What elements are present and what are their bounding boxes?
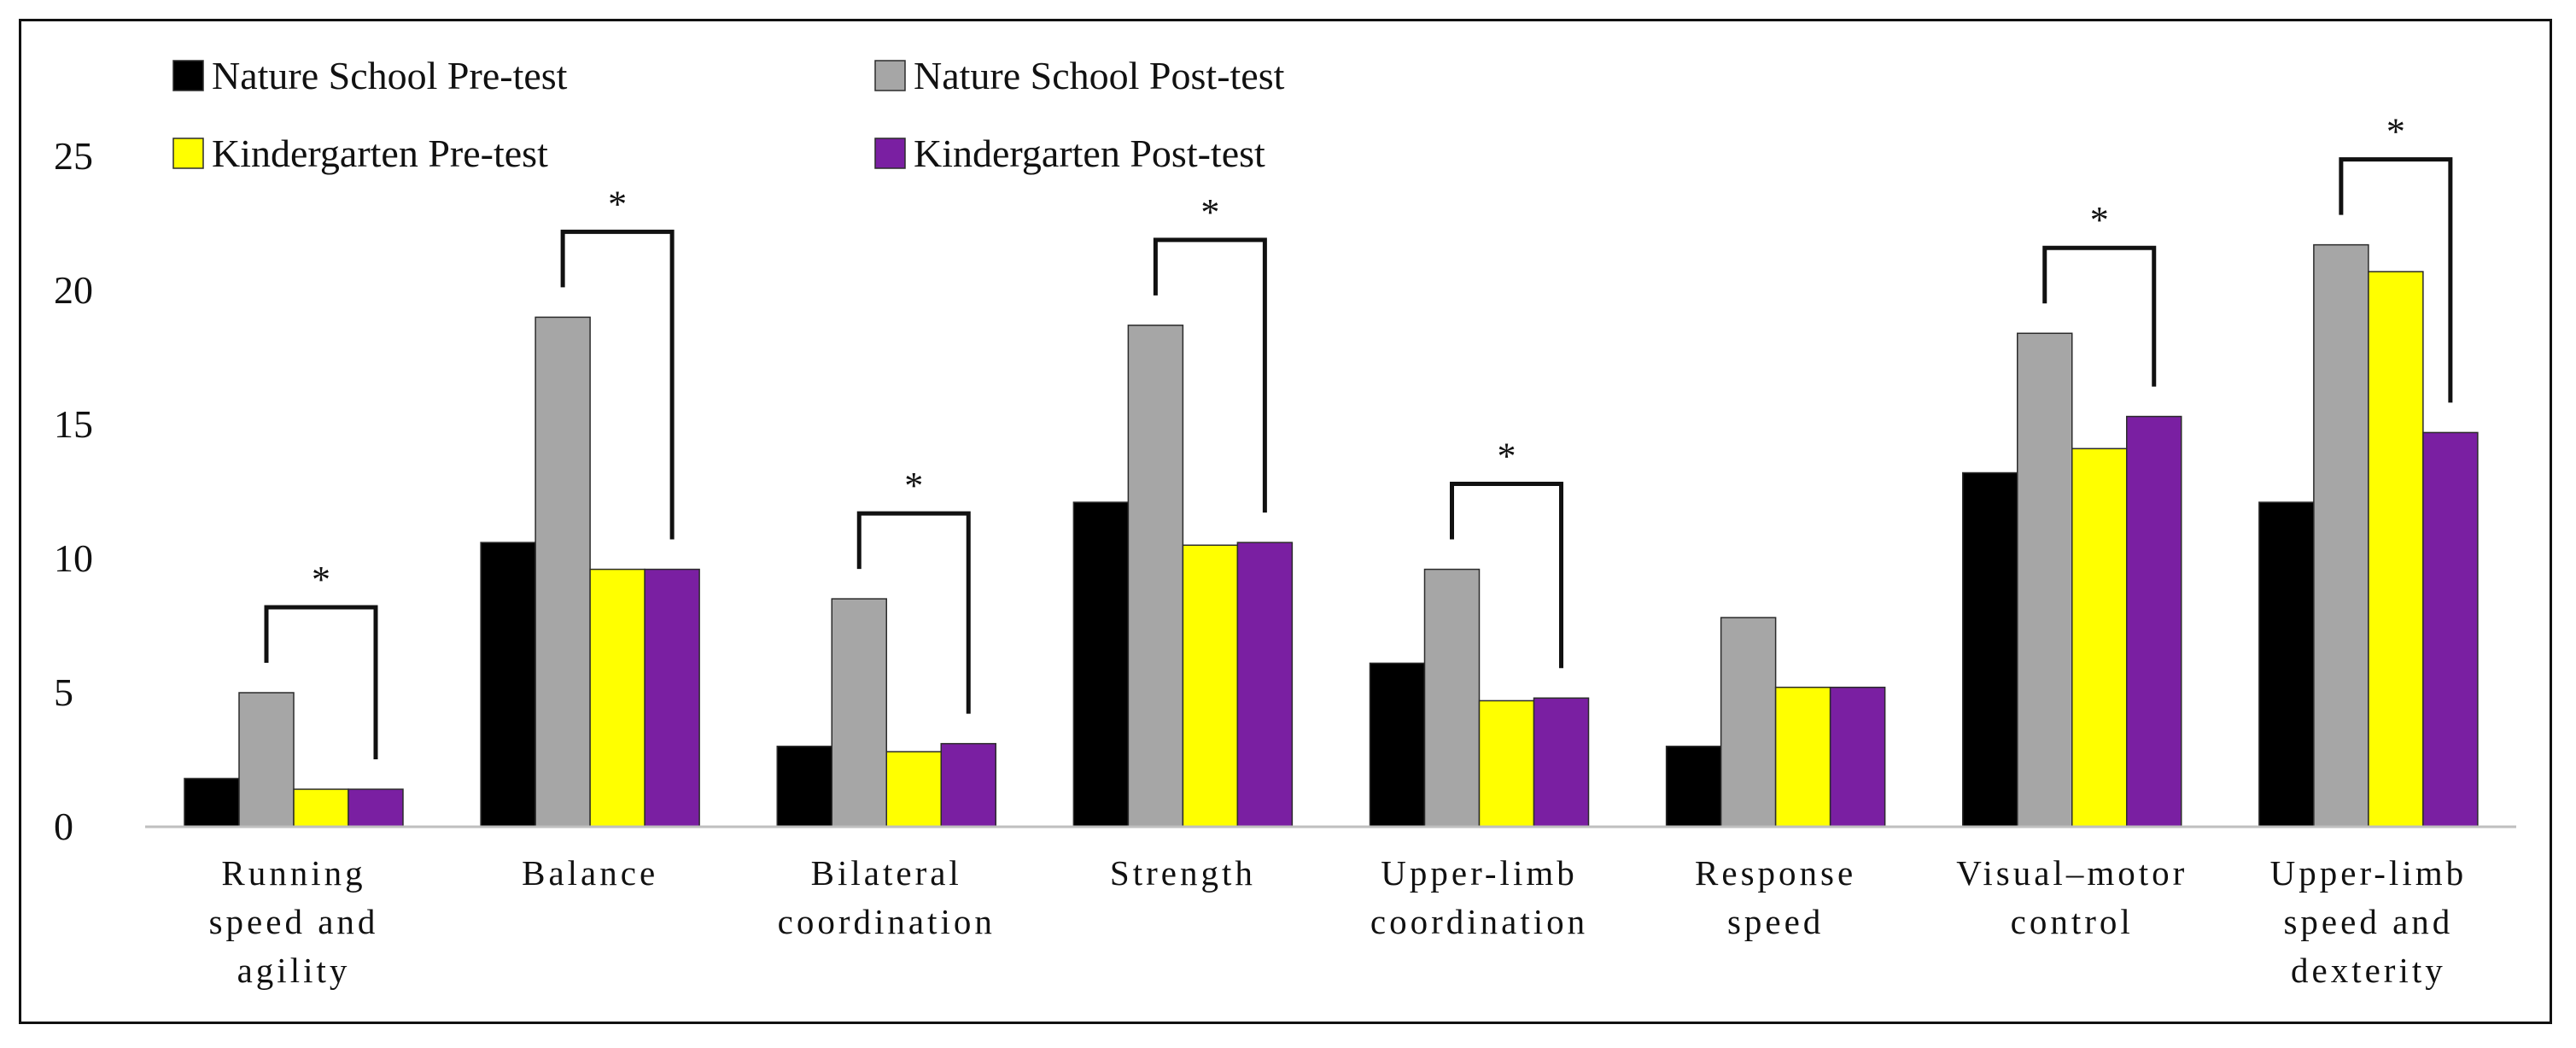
bar-nature-school-post-test	[2017, 332, 2073, 828]
bar-nature-school-pre-test	[184, 777, 240, 828]
bar-kindergarten-post-test	[1236, 542, 1294, 828]
category-label: Bilateral	[811, 853, 962, 893]
legend-item: Kindergarten Post-test	[874, 132, 1265, 175]
chart-frame: Nature School Pre-test Nature School Post…	[19, 19, 2552, 1024]
category-label: Running	[221, 853, 365, 893]
category-label: Balance	[522, 853, 658, 893]
category-label: Upper-limb	[1381, 853, 1577, 893]
y-tick-label: 15	[54, 402, 93, 446]
significance-star: *	[2386, 111, 2405, 153]
significance-star: *	[904, 465, 923, 506]
category-label: coordination	[778, 902, 996, 941]
significance-bracket: *	[560, 183, 675, 540]
significance-bracket: *	[2339, 111, 2453, 403]
bracket-line	[560, 229, 675, 540]
bar-nature-school-post-test	[1127, 325, 1184, 828]
category-label: dexterity	[2291, 951, 2446, 990]
bar-kindergarten-post-test	[644, 568, 700, 828]
legend-item: Nature School Post-test	[874, 54, 1285, 97]
legend-swatch	[172, 60, 204, 91]
category-label: Upper-limb	[2270, 853, 2467, 893]
bar-kindergarten-post-test	[1829, 686, 1886, 828]
bar-nature-school-pre-test	[1665, 746, 1722, 828]
bar-chart: Nature School Pre-test Nature School Post…	[54, 54, 2516, 990]
bar-nature-school-pre-test	[1369, 662, 1426, 828]
category-label: Visual–motor	[1956, 853, 2188, 893]
bar-kindergarten-post-test	[1533, 697, 1590, 828]
legend-label: Nature School Post-test	[914, 54, 1285, 97]
legend-label: Kindergarten Post-test	[914, 132, 1265, 175]
y-tick-label: 20	[54, 268, 93, 312]
significance-star: *	[2090, 199, 2109, 241]
bar-kindergarten-post-test	[2422, 431, 2479, 828]
category-label: speed and	[209, 902, 379, 941]
category-label: Response	[1695, 853, 1856, 893]
bar-nature-school-pre-test	[2258, 501, 2315, 828]
legend-swatch	[874, 60, 906, 91]
bars	[184, 243, 2479, 828]
significance-star: *	[312, 559, 330, 600]
bar-kindergarten-pre-test	[1478, 700, 1535, 828]
legend-item: Kindergarten Pre-test	[172, 132, 548, 175]
category-label: agility	[237, 951, 351, 990]
category-label: coordination	[1370, 902, 1588, 941]
significance-bracket: *	[264, 559, 378, 760]
y-axis: 0 5 10 15 20 25	[54, 134, 93, 848]
category-label: speed	[1727, 902, 1824, 941]
bar-nature-school-pre-test	[1962, 471, 2018, 828]
bar-nature-school-pre-test	[480, 542, 536, 828]
legend-label: Nature School Pre-test	[212, 54, 568, 97]
y-tick-label: 10	[54, 536, 93, 580]
bar-nature-school-pre-test	[1072, 501, 1130, 828]
bar-kindergarten-pre-test	[1774, 686, 1831, 828]
bar-nature-school-post-test	[534, 316, 591, 828]
y-tick-label: 0	[54, 805, 73, 848]
legend: Nature School Pre-test Nature School Post…	[172, 54, 1285, 175]
category-label: speed and	[2283, 902, 2453, 941]
significance-star: *	[1498, 436, 1516, 477]
bracket-line	[2042, 245, 2157, 387]
bar-nature-school-post-test	[238, 692, 295, 828]
bar-nature-school-pre-test	[776, 746, 832, 828]
bar-kindergarten-pre-test	[1182, 544, 1239, 828]
bracket-line	[1153, 237, 1267, 513]
bar-nature-school-post-test	[1720, 617, 1777, 828]
legend-swatch	[172, 138, 204, 169]
significance-bracket: *	[1153, 191, 1267, 513]
y-tick-label: 25	[54, 134, 93, 178]
bar-nature-school-post-test	[1423, 568, 1481, 828]
bar-kindergarten-post-test	[940, 742, 996, 828]
x-axis: Running speed and agility Balance Bilateral c…	[145, 825, 2516, 990]
legend-item: Nature School Pre-test	[172, 54, 568, 97]
bar-kindergarten-pre-test	[2071, 448, 2128, 828]
significance-star: *	[608, 183, 627, 225]
y-tick-label: 5	[54, 670, 73, 714]
legend-label: Kindergarten Pre-test	[212, 132, 548, 175]
bar-kindergarten-post-test	[2126, 415, 2182, 828]
significance-markers: * * * * * * *	[264, 111, 2453, 760]
category-label: Strength	[1110, 853, 1256, 893]
bar-kindergarten-pre-test	[589, 568, 645, 828]
significance-bracket: *	[856, 465, 971, 714]
category-label: control	[2011, 902, 2134, 941]
bracket-line	[1450, 482, 1563, 669]
bracket-line	[856, 511, 971, 714]
bar-nature-school-post-test	[831, 598, 887, 828]
bar-kindergarten-post-test	[348, 788, 404, 828]
legend-swatch	[874, 138, 906, 169]
significance-bracket: *	[1450, 436, 1563, 669]
bar-nature-school-post-test	[2313, 243, 2369, 828]
bracket-line	[2339, 157, 2453, 403]
bar-kindergarten-pre-test	[885, 751, 942, 828]
bar-kindergarten-pre-test	[2368, 271, 2424, 828]
significance-star: *	[1200, 191, 1219, 233]
bar-kindergarten-pre-test	[293, 788, 349, 828]
significance-bracket: *	[2042, 199, 2157, 387]
bracket-line	[264, 605, 378, 760]
